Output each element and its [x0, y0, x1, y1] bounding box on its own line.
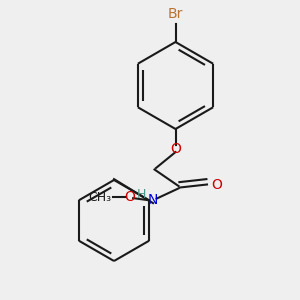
- Text: H: H: [137, 188, 146, 201]
- Text: N: N: [148, 193, 158, 206]
- Text: Br: Br: [168, 7, 183, 21]
- Text: CH₃: CH₃: [88, 191, 112, 204]
- Text: O: O: [124, 190, 135, 204]
- Text: O: O: [170, 142, 181, 155]
- Text: O: O: [212, 178, 222, 191]
